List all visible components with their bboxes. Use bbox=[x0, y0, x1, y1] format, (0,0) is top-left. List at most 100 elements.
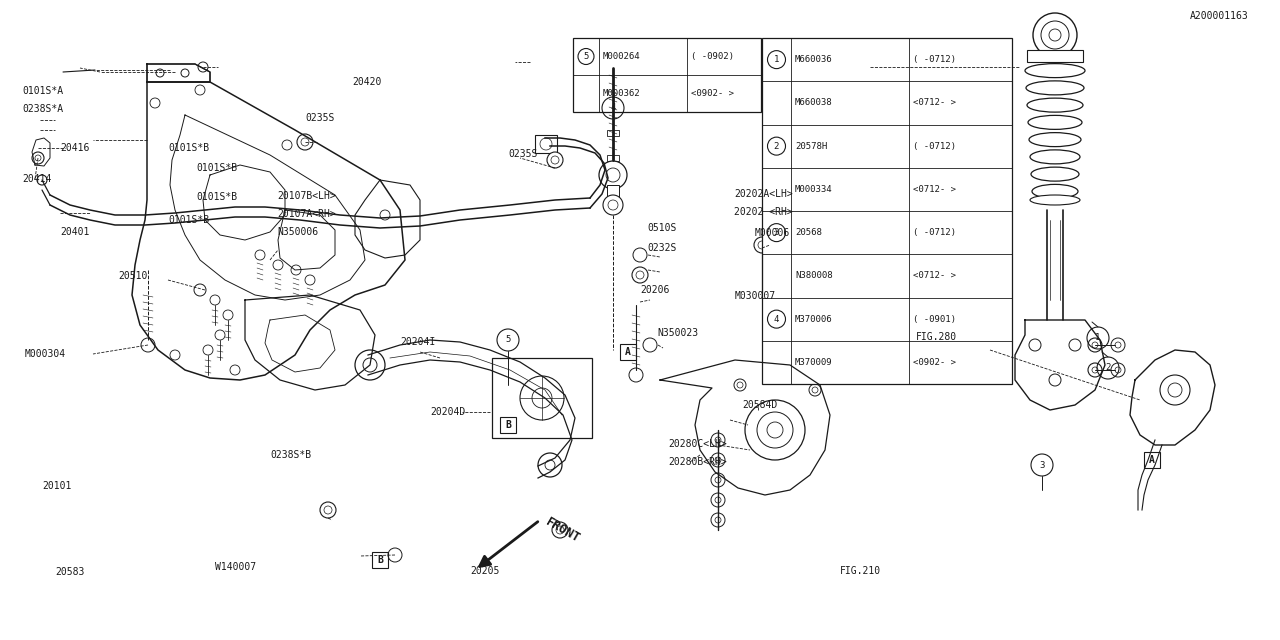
Text: ( -0712): ( -0712) bbox=[913, 55, 956, 64]
Ellipse shape bbox=[1029, 132, 1082, 147]
Circle shape bbox=[520, 376, 564, 420]
Circle shape bbox=[204, 345, 212, 355]
Circle shape bbox=[599, 161, 627, 189]
Bar bbox=[620, 344, 636, 360]
Circle shape bbox=[297, 134, 314, 150]
Text: N350006: N350006 bbox=[276, 227, 319, 237]
Circle shape bbox=[733, 379, 746, 391]
Circle shape bbox=[37, 175, 47, 185]
Circle shape bbox=[210, 295, 220, 305]
Circle shape bbox=[774, 369, 786, 381]
Circle shape bbox=[756, 412, 794, 448]
Text: 0232S: 0232S bbox=[646, 243, 676, 253]
Text: 0238S*A: 0238S*A bbox=[22, 104, 63, 114]
Circle shape bbox=[643, 338, 657, 352]
Text: 0101S*B: 0101S*B bbox=[168, 143, 209, 153]
Circle shape bbox=[1050, 374, 1061, 386]
Circle shape bbox=[223, 310, 233, 320]
Text: <0712- >: <0712- > bbox=[913, 99, 956, 108]
Bar bbox=[1144, 452, 1160, 468]
Bar bbox=[372, 552, 388, 568]
Text: 20280C<LH>: 20280C<LH> bbox=[668, 439, 727, 449]
Bar bbox=[607, 85, 620, 91]
Ellipse shape bbox=[1030, 195, 1080, 205]
Bar bbox=[573, 38, 762, 112]
Circle shape bbox=[255, 250, 265, 260]
Ellipse shape bbox=[1025, 63, 1085, 77]
Text: 20202 <RH>: 20202 <RH> bbox=[733, 207, 792, 217]
Circle shape bbox=[632, 267, 648, 283]
Circle shape bbox=[628, 368, 643, 382]
Text: 20202A<LH>: 20202A<LH> bbox=[733, 189, 792, 199]
Text: M000334: M000334 bbox=[795, 185, 832, 194]
Text: 2: 2 bbox=[774, 141, 780, 150]
Circle shape bbox=[710, 473, 724, 487]
Text: 1: 1 bbox=[774, 55, 780, 64]
Text: 0235S: 0235S bbox=[305, 113, 334, 123]
Text: <0902- >: <0902- > bbox=[913, 358, 956, 367]
Ellipse shape bbox=[1028, 115, 1082, 129]
Text: M00006: M00006 bbox=[755, 228, 790, 238]
Text: 4: 4 bbox=[611, 104, 616, 113]
Circle shape bbox=[745, 400, 805, 460]
Text: 20584D: 20584D bbox=[742, 400, 777, 410]
Circle shape bbox=[355, 350, 385, 380]
Text: FRONT: FRONT bbox=[543, 515, 582, 545]
Text: 3: 3 bbox=[774, 228, 780, 237]
Text: 5: 5 bbox=[584, 52, 589, 61]
Circle shape bbox=[291, 265, 301, 275]
Text: <0902- >: <0902- > bbox=[691, 89, 733, 98]
Bar bbox=[535, 135, 557, 153]
Circle shape bbox=[710, 513, 724, 527]
Circle shape bbox=[1160, 375, 1190, 405]
Bar bbox=[607, 105, 620, 111]
Text: 20568: 20568 bbox=[795, 228, 822, 237]
Circle shape bbox=[605, 52, 621, 68]
Circle shape bbox=[809, 384, 820, 396]
Text: 20280B<RH>: 20280B<RH> bbox=[668, 457, 727, 467]
Text: 0101S*B: 0101S*B bbox=[196, 192, 237, 202]
Text: 20205: 20205 bbox=[470, 566, 499, 576]
Text: 20578H: 20578H bbox=[795, 141, 827, 150]
Circle shape bbox=[1069, 339, 1082, 351]
Bar bbox=[1027, 50, 1083, 62]
Text: M000362: M000362 bbox=[603, 89, 640, 98]
Circle shape bbox=[710, 453, 724, 467]
Circle shape bbox=[538, 453, 562, 477]
Circle shape bbox=[388, 548, 402, 562]
Text: 20101: 20101 bbox=[42, 481, 72, 491]
Text: A: A bbox=[1149, 455, 1155, 465]
Circle shape bbox=[1088, 363, 1102, 377]
Circle shape bbox=[1111, 363, 1125, 377]
Text: 0235S: 0235S bbox=[508, 149, 538, 159]
Text: FIG.210: FIG.210 bbox=[840, 566, 881, 576]
Text: B: B bbox=[378, 555, 383, 565]
Circle shape bbox=[1041, 21, 1069, 49]
Text: 0238S*B: 0238S*B bbox=[270, 450, 311, 460]
Text: ( -0712): ( -0712) bbox=[913, 228, 956, 237]
Text: M370009: M370009 bbox=[795, 358, 832, 367]
Text: 0101S*B: 0101S*B bbox=[168, 215, 209, 225]
Ellipse shape bbox=[1032, 184, 1078, 198]
Text: 20107B<LH>: 20107B<LH> bbox=[276, 191, 335, 201]
Text: M660038: M660038 bbox=[795, 99, 832, 108]
Text: 20107A<RH>: 20107A<RH> bbox=[276, 209, 335, 219]
Text: 20204D: 20204D bbox=[430, 407, 465, 417]
Text: 2: 2 bbox=[1106, 364, 1111, 372]
Circle shape bbox=[1111, 338, 1125, 352]
Text: 1: 1 bbox=[1096, 333, 1101, 342]
Text: 20510: 20510 bbox=[118, 271, 147, 281]
Text: 20401: 20401 bbox=[60, 227, 90, 237]
Bar bbox=[607, 185, 620, 197]
Text: 20416: 20416 bbox=[60, 143, 90, 153]
Circle shape bbox=[710, 433, 724, 447]
Circle shape bbox=[1033, 13, 1076, 57]
Text: N350023: N350023 bbox=[657, 328, 698, 338]
Text: 20204I: 20204I bbox=[399, 337, 435, 347]
Text: A: A bbox=[625, 347, 631, 357]
Text: M660036: M660036 bbox=[795, 55, 832, 64]
Ellipse shape bbox=[1030, 167, 1079, 181]
Circle shape bbox=[1088, 338, 1102, 352]
Circle shape bbox=[32, 152, 44, 164]
Circle shape bbox=[710, 493, 724, 507]
